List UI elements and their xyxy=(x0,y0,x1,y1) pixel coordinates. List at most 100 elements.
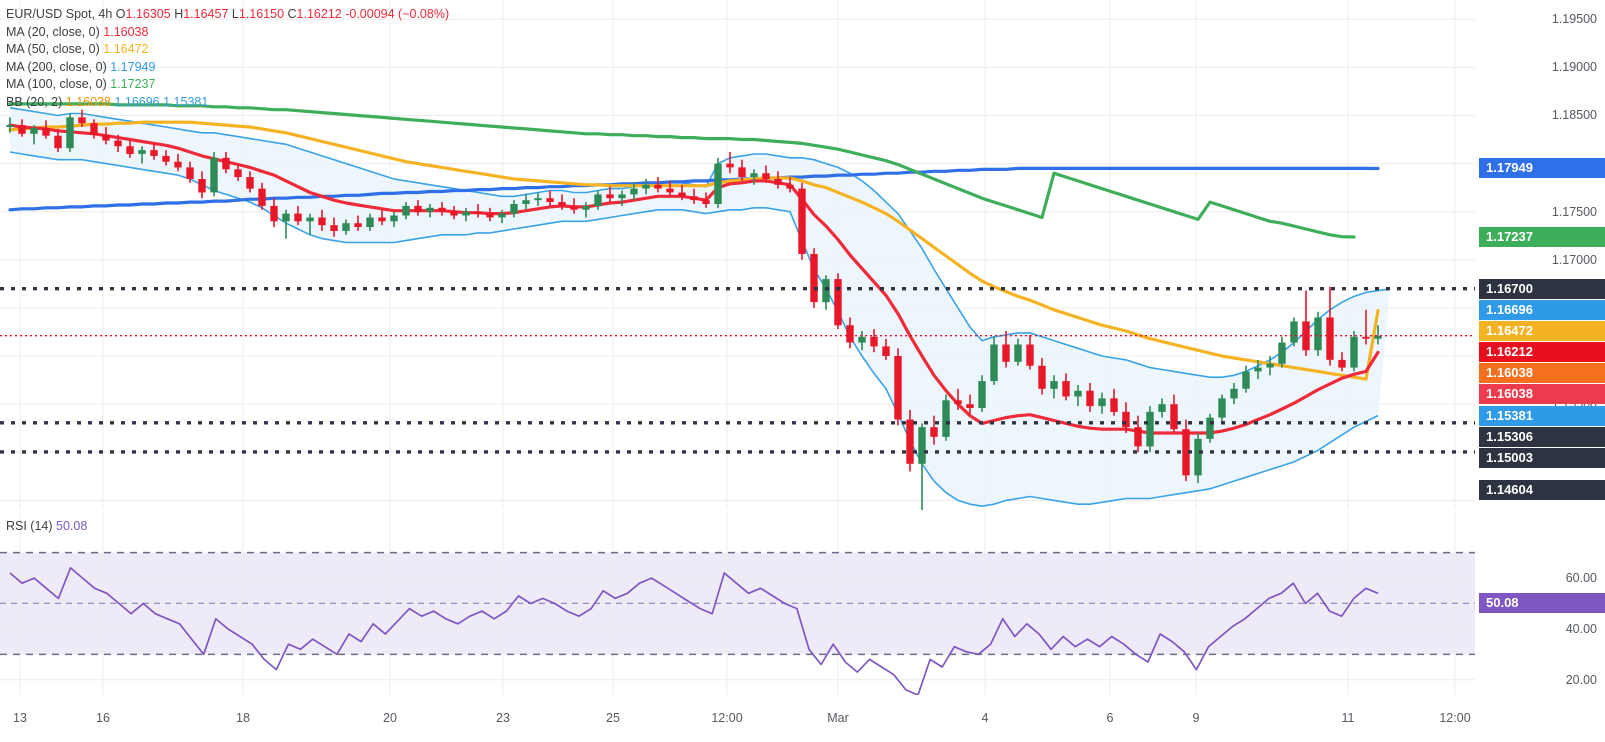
price-axis-badge[interactable]: 1.16472 xyxy=(1479,320,1605,341)
candle-body xyxy=(654,184,662,189)
candle-body xyxy=(930,427,938,437)
candle-body xyxy=(186,167,194,179)
candle-body xyxy=(354,223,362,227)
time-axis-tick: 11 xyxy=(1341,711,1355,725)
ma100-line xyxy=(8,102,1356,239)
candle-body xyxy=(810,254,818,303)
candle-body xyxy=(1194,438,1202,476)
rsi-chart-svg[interactable] xyxy=(0,512,1475,695)
candle-body xyxy=(1338,359,1346,368)
price-axis-badge[interactable]: 1.16696 xyxy=(1479,299,1605,320)
bollinger-band-fill xyxy=(10,107,1390,507)
candle-body xyxy=(42,128,50,136)
candle-body xyxy=(438,207,446,212)
candle-body xyxy=(294,213,302,222)
candle-body xyxy=(1242,371,1250,389)
candle-body xyxy=(690,196,698,201)
price-chart-svg[interactable] xyxy=(0,0,1475,510)
candle-body xyxy=(1098,398,1106,407)
price-axis-badge[interactable]: 1.15003 xyxy=(1479,447,1605,468)
candle-body xyxy=(1134,427,1142,447)
candle-body xyxy=(150,150,158,156)
time-axis-tick: Mar xyxy=(827,711,849,725)
candle-body xyxy=(246,177,254,189)
rsi-chart-panel[interactable] xyxy=(0,512,1475,695)
candle-body xyxy=(834,279,842,326)
candle-body xyxy=(342,223,350,231)
price-axis-badge[interactable]: 1.15381 xyxy=(1479,405,1605,426)
candle-body xyxy=(570,205,578,210)
candle-body xyxy=(450,211,458,216)
time-axis-tick: 16 xyxy=(96,711,110,725)
candle-body xyxy=(774,179,782,185)
candle-body xyxy=(1374,335,1382,339)
ma50-line xyxy=(8,120,1380,381)
price-axis-badge[interactable]: 1.17949 xyxy=(1479,158,1605,179)
candle-body xyxy=(714,163,722,204)
price-chart-panel[interactable] xyxy=(0,0,1475,510)
candle-body xyxy=(1050,381,1058,389)
candle-body xyxy=(918,427,926,464)
candle-body xyxy=(318,217,326,226)
candle-body xyxy=(426,207,434,212)
candle-body xyxy=(798,188,806,254)
price-axis-badge[interactable]: 1.16212 xyxy=(1479,341,1605,362)
candle-body xyxy=(90,123,98,135)
candle-body xyxy=(870,336,878,347)
price-axis-tick: 1.18500 xyxy=(1551,108,1597,123)
time-axis[interactable]: 13 16 18 20 23 25 12:00 Mar 4 6 9 11 12:00 xyxy=(0,697,1475,742)
candle-body xyxy=(1038,365,1046,389)
candle-body xyxy=(234,169,242,178)
candle-body xyxy=(126,146,134,154)
candle-body xyxy=(474,211,482,214)
candle-body xyxy=(702,200,710,204)
candle-body xyxy=(882,346,890,356)
time-axis-tick: 6 xyxy=(1106,711,1114,725)
candle-body xyxy=(54,135,62,149)
candle-body xyxy=(1074,390,1082,397)
candle-body xyxy=(462,211,470,216)
bollinger-lower-line xyxy=(9,151,1379,508)
candle-body xyxy=(306,217,314,222)
price-axis-badge[interactable]: 1.15306 xyxy=(1479,426,1605,447)
candle-body xyxy=(162,155,170,162)
price-axis-badge[interactable]: 1.16700 xyxy=(1479,278,1605,299)
rsi-line xyxy=(9,567,1379,695)
price-axis-badge[interactable]: 1.16038 xyxy=(1479,383,1605,404)
candle-body xyxy=(378,217,386,222)
candle-body xyxy=(486,213,494,218)
candle-body xyxy=(534,198,542,201)
candle-body xyxy=(30,128,38,134)
price-axis[interactable]: 1.19500 1.19000 1.18500 1.17500 1.17000 1.155… xyxy=(1475,0,1605,697)
candle-body xyxy=(1254,367,1262,372)
price-axis-tick: 1.17000 xyxy=(1551,252,1597,267)
candle-body xyxy=(330,225,338,231)
time-axis-tick: 4 xyxy=(981,711,989,725)
candle-body xyxy=(1206,417,1214,439)
candlestick-series xyxy=(6,109,1382,510)
candle-body xyxy=(138,150,146,154)
candle-body xyxy=(582,205,590,210)
candle-body xyxy=(1290,321,1298,343)
candle-body xyxy=(786,184,794,189)
candle-body xyxy=(678,192,686,197)
candle-body xyxy=(846,325,854,343)
candle-body xyxy=(1146,411,1154,447)
candle-body xyxy=(738,167,746,177)
candle-body xyxy=(606,194,614,199)
rsi-axis-badge[interactable]: 50.08 xyxy=(1479,593,1605,614)
candle-body xyxy=(1362,336,1370,339)
candle-body xyxy=(210,157,218,193)
candle-body xyxy=(282,213,290,222)
price-axis-badge[interactable]: 1.14604 xyxy=(1479,480,1605,501)
candle-body xyxy=(1266,363,1274,368)
price-axis-badge[interactable]: 1.17237 xyxy=(1479,227,1605,247)
candle-body xyxy=(966,404,974,408)
candle-body xyxy=(954,400,962,405)
price-axis-badge[interactable]: 1.16038 xyxy=(1479,362,1605,383)
candle-body xyxy=(114,140,122,147)
candle-body xyxy=(906,419,914,464)
candle-body xyxy=(1278,342,1286,364)
time-axis-tick: 13 xyxy=(13,711,27,725)
